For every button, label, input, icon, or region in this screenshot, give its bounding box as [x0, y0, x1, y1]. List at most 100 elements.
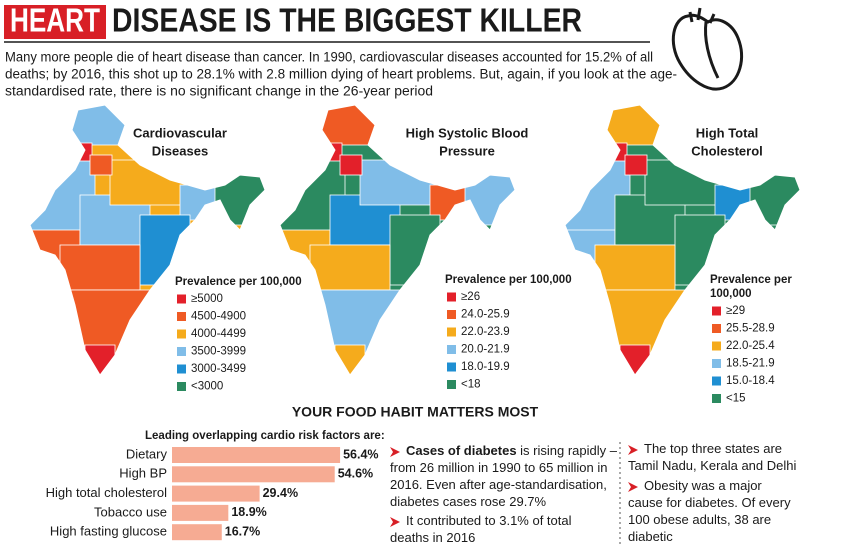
bar [172, 466, 335, 483]
legend-label: 24.0-25.9 [461, 309, 510, 321]
map-region [359, 159, 436, 206]
map-title: High Systolic Blood [406, 125, 529, 140]
map-region [624, 154, 648, 176]
category-label: High BP [119, 466, 167, 481]
legend-swatch [177, 329, 186, 339]
note-line: deaths in 2016 [390, 530, 475, 545]
value-label: 54.6% [338, 467, 373, 481]
legend-label: 20.0-21.9 [461, 344, 510, 356]
legend-swatch [447, 292, 456, 302]
map-region [594, 105, 676, 146]
legend-swatch [712, 394, 721, 403]
legend-label: ≥29 [726, 305, 745, 317]
legend-swatch [447, 327, 456, 337]
map-region [319, 289, 411, 375]
note-text: is rising rapidly – [520, 443, 618, 458]
map-region [334, 344, 366, 375]
note-text: diabetic [628, 529, 673, 544]
legend-swatch [447, 345, 456, 354]
legend-swatch [177, 364, 186, 374]
section-title: YOUR FOOD HABIT MATTERS MOST [292, 404, 539, 420]
legend-swatch [447, 310, 456, 319]
note-text: 2016. Even after age-standardisation, [390, 477, 607, 492]
intro-line: standardised rate, there is no significa… [5, 84, 433, 99]
category-label: Dietary [126, 446, 168, 461]
bullet-arrow [390, 517, 400, 527]
map-region [109, 159, 186, 206]
legend-swatch [712, 341, 721, 351]
legend-label: 3500-3999 [191, 346, 246, 358]
map-regions [565, 105, 800, 375]
legend-swatch [447, 380, 456, 389]
value-label: 29.4% [263, 486, 298, 500]
map-region [644, 159, 721, 206]
legend-label: 25.5-28.9 [726, 323, 775, 335]
note-line: cause for diabetes. Of every [628, 495, 791, 510]
value-label: 18.9% [231, 505, 266, 519]
note-text: It contributed to 3.1% of total [406, 513, 572, 528]
note-line: 2016. Even after age-standardisation, [390, 477, 607, 492]
bar [172, 524, 222, 541]
bar [172, 504, 229, 521]
map-title: High Total [696, 125, 759, 140]
map-region [89, 154, 113, 176]
title-highlight: HEART [10, 2, 100, 39]
note-line: 100 obese adults, 38 are [628, 512, 771, 527]
legend-label: <3000 [191, 381, 223, 393]
note-line: It contributed to 3.1% of total [406, 513, 572, 528]
legend-label: <18 [461, 379, 481, 391]
map-region [464, 164, 515, 226]
legend-swatch [447, 362, 456, 372]
map-region [69, 289, 161, 375]
note-line: diabetic [628, 529, 673, 544]
legend-swatch [177, 347, 186, 356]
note-text: cause for diabetes. Of every [628, 495, 791, 510]
map-region [749, 164, 800, 226]
map-region [594, 244, 676, 291]
heart-icon [671, 7, 743, 91]
legend-label: 15.0-18.4 [726, 375, 775, 387]
map [564, 104, 801, 376]
map-title: Pressure [439, 143, 495, 158]
category-label: High total cholesterol [46, 485, 168, 500]
legend-label: 22.0-23.9 [461, 326, 510, 338]
legend-swatch [712, 306, 721, 316]
legend-label: ≥26 [461, 291, 480, 303]
map-title: Diseases [152, 143, 208, 158]
bar [172, 447, 341, 463]
value-label: 16.7% [225, 524, 260, 538]
bullet-arrow [628, 445, 638, 455]
note-bold: Cases of diabetes [406, 443, 517, 458]
note-text: 100 obese adults, 38 are [628, 512, 771, 527]
category-label: Tobacco use [94, 504, 167, 519]
category-label: High fasting glucose [50, 524, 167, 539]
map-region [309, 105, 391, 146]
intro-line: Many more people die of heart disease th… [5, 50, 653, 65]
chart-title: Leading overlapping cardio risk factors … [145, 430, 385, 442]
note-line: diabetes cases rose 29.7% [390, 494, 547, 509]
note-line: from 26 million in 1990 to 65 million in [390, 460, 608, 475]
legend-swatch [177, 382, 186, 391]
note-text: diabetes cases rose 29.7% [390, 494, 547, 509]
map-region [339, 154, 363, 176]
note-line: The top three states are [644, 441, 782, 456]
legend-label: 4000-4499 [191, 328, 246, 340]
map-title: Cardiovascular [133, 125, 227, 140]
legend-label: 4500-4900 [191, 311, 246, 323]
title-highlight-box [4, 5, 106, 39]
map-title: Cholesterol [691, 143, 763, 158]
legend-title: Prevalence per 100,000 [175, 276, 302, 288]
note-text: Tamil Nadu, Kerala and Delhi [628, 458, 796, 473]
map-region [214, 164, 265, 226]
map-region [389, 214, 441, 286]
legend-title: Prevalence per [710, 274, 792, 286]
map-region [139, 214, 191, 286]
note-text: from 26 million in 1990 to 65 million in [390, 460, 608, 475]
map-region [309, 244, 391, 291]
map-region [59, 105, 141, 146]
map-region [59, 244, 141, 291]
legend-title: 100,000 [710, 288, 752, 300]
bullet-arrow [390, 447, 400, 457]
legend-label: 3000-3499 [191, 363, 246, 375]
legend-label: 22.0-25.4 [726, 340, 775, 352]
